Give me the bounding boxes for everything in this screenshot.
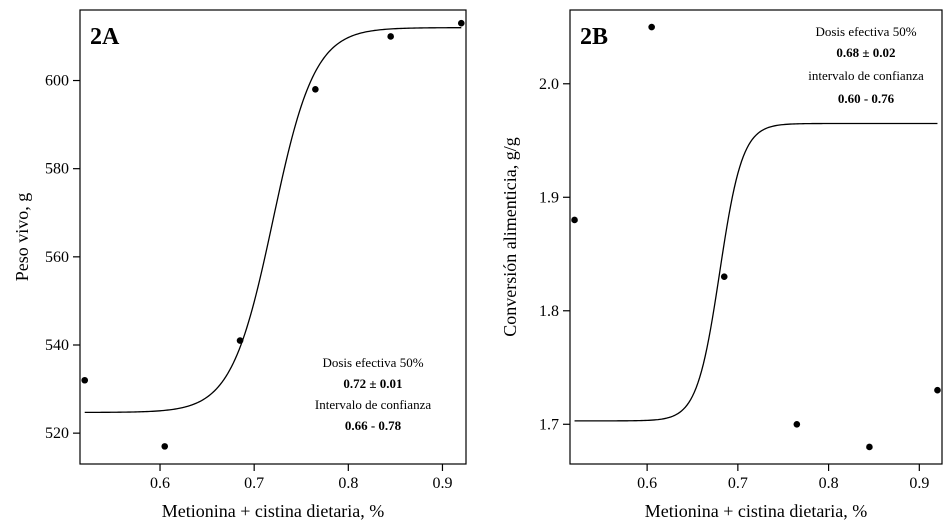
fitted-curve-2b xyxy=(574,122,938,422)
x-tick-label-2b: 0.6 xyxy=(637,475,657,492)
x-tick-label-2a: 0.6 xyxy=(150,475,170,492)
x-tick-label-2a: 0.8 xyxy=(338,475,358,492)
data-point-2a xyxy=(457,19,465,27)
y-axis-title-2a: Peso vivo, g xyxy=(12,193,32,282)
panel-label-2b: 2B xyxy=(580,24,608,50)
y-tick-label-2a: 600 xyxy=(45,73,69,90)
y-axis-2a: 520 540 560 580 600 xyxy=(45,73,80,442)
y-tick-label-2b: 1.7 xyxy=(539,416,559,433)
annotation-2a: Dosis efectiva 50% 0.72 ± 0.01 Intervalo… xyxy=(315,355,431,433)
plot-frame-2a xyxy=(79,9,467,465)
y-tick-label-2a: 540 xyxy=(45,337,69,354)
data-point-2b xyxy=(571,216,578,224)
data-point-2a xyxy=(387,33,394,40)
y-tick-label-2b: 2.0 xyxy=(539,76,559,93)
data-point-2a xyxy=(312,86,319,93)
y-tick-label-2a: 520 xyxy=(45,425,69,442)
annotation-2b: Dosis efectiva 50% 0.68 ± 0.02 intervalo… xyxy=(808,24,924,106)
data-point-2b xyxy=(648,23,655,31)
data-point-2b xyxy=(720,273,728,281)
annotation-line-2a-2: 0.72 ± 0.01 xyxy=(343,376,402,391)
data-point-2a xyxy=(161,443,169,450)
annotation-line-2a-3: Intervalo de confianza xyxy=(315,397,431,412)
x-tick-label-2b: 0.9 xyxy=(909,475,929,492)
data-point-2b xyxy=(866,443,873,451)
x-tick-label-2a: 0.7 xyxy=(244,475,264,492)
y-tick-label-2a: 580 xyxy=(45,161,69,178)
x-tick-label-2a: 0.9 xyxy=(432,475,452,492)
x-axis-title-2b: Metionina + cistina dietaria, % xyxy=(645,501,868,521)
x-axis-2b: 0.6 0.7 0.8 0.9 xyxy=(637,464,929,492)
y-tick-label-2b: 1.9 xyxy=(539,189,559,206)
x-tick-label-2b: 0.8 xyxy=(819,475,839,492)
panel-2b: 2B Conversión alimenticia, g/g Metionina… xyxy=(500,9,943,521)
plot-frame-2b xyxy=(569,9,943,465)
data-point-2b xyxy=(793,420,801,428)
data-points-2a xyxy=(81,19,465,450)
y-axis-title-2b: Conversión alimenticia, g/g xyxy=(500,137,520,336)
x-axis-2a: 0.6 0.7 0.8 0.9 xyxy=(150,464,452,492)
x-tick-label-2b: 0.7 xyxy=(728,475,748,492)
annotation-line-2b-3: intervalo de confianza xyxy=(808,68,924,83)
y-axis-2b: 1.7 1.8 1.9 2.0 xyxy=(539,76,570,433)
data-point-2b xyxy=(934,386,941,394)
panel-label-2a: 2A xyxy=(90,24,120,50)
annotation-line-2b-2: 0.68 ± 0.02 xyxy=(836,45,895,60)
x-axis-title-2a: Metionina + cistina dietaria, % xyxy=(162,501,385,521)
panel-2a: 2A Peso vivo, g Metionina + cistina diet… xyxy=(12,9,467,521)
y-tick-label-2a: 560 xyxy=(45,249,69,266)
fitted-curve-2a xyxy=(84,27,462,414)
data-point-2a xyxy=(236,337,244,344)
annotation-line-2a-4: 0.66 - 0.78 xyxy=(345,418,402,433)
data-point-2a xyxy=(81,376,89,384)
data-points-2b xyxy=(571,23,941,451)
annotation-line-2b-1: Dosis efectiva 50% xyxy=(815,24,916,39)
annotation-line-2b-4: 0.60 - 0.76 xyxy=(838,91,895,106)
annotation-line-2a-1: Dosis efectiva 50% xyxy=(322,355,423,370)
y-tick-label-2b: 1.8 xyxy=(539,303,559,320)
